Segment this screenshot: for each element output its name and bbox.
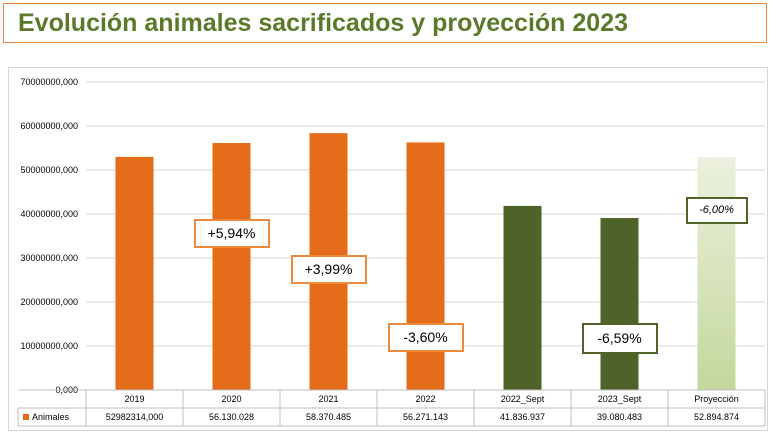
bar-2022 — [406, 142, 445, 390]
bars — [115, 133, 736, 390]
annotation-label: -6,59% — [581, 322, 658, 354]
legend-label: Animales — [32, 412, 70, 422]
category-label: 2019 — [124, 394, 144, 404]
title-box: Evolución animales sacrificados y proyec… — [3, 3, 767, 43]
category-label: 2022_Sept — [501, 394, 545, 404]
y-tick-label: 20000000,000 — [20, 297, 78, 307]
bar-2019 — [115, 156, 154, 390]
category-label: 2020 — [221, 394, 241, 404]
legend-swatch — [23, 414, 29, 420]
data-label: 52982314,000 — [106, 412, 164, 422]
annotation-label: -6,00% — [685, 196, 748, 224]
y-tick-label: 50000000,000 — [20, 165, 78, 175]
y-tick-label: 30000000,000 — [20, 253, 78, 263]
data-table: Animales 2019 52982314,000 2020 56.130.028 20… — [17, 389, 766, 427]
bar-Proyección — [697, 157, 736, 390]
y-tick-label: 70000000,000 — [20, 77, 78, 87]
category-label: Proyección — [694, 394, 739, 404]
annotation-label: +3,99% — [290, 254, 367, 284]
data-label: 39.080.483 — [597, 412, 642, 422]
y-tick-label: 40000000,000 — [20, 209, 78, 219]
bar-2020 — [212, 143, 251, 390]
data-label: 52.894.874 — [694, 412, 739, 422]
category-label: 2023_Sept — [598, 394, 642, 404]
data-label: 58.370.485 — [306, 412, 351, 422]
page-title: Evolución animales sacrificados y proyec… — [18, 9, 628, 37]
category-label: 2021 — [318, 394, 338, 404]
annotation-label: +5,94% — [193, 219, 270, 249]
annotation-label: -3,60% — [387, 322, 464, 352]
y-axis-ticks: 0,00010000000,00020000000,00030000000,00… — [20, 77, 78, 395]
data-label: 41.836.937 — [500, 412, 545, 422]
y-tick-label: 60000000,000 — [20, 121, 78, 131]
category-label: 2022 — [415, 394, 435, 404]
bar-2022_Sept — [503, 205, 542, 390]
bar-2023_Sept — [600, 218, 639, 390]
data-label: 56.271.143 — [403, 412, 448, 422]
y-tick-label: 10000000,000 — [20, 341, 78, 351]
data-label: 56.130.028 — [209, 412, 254, 422]
